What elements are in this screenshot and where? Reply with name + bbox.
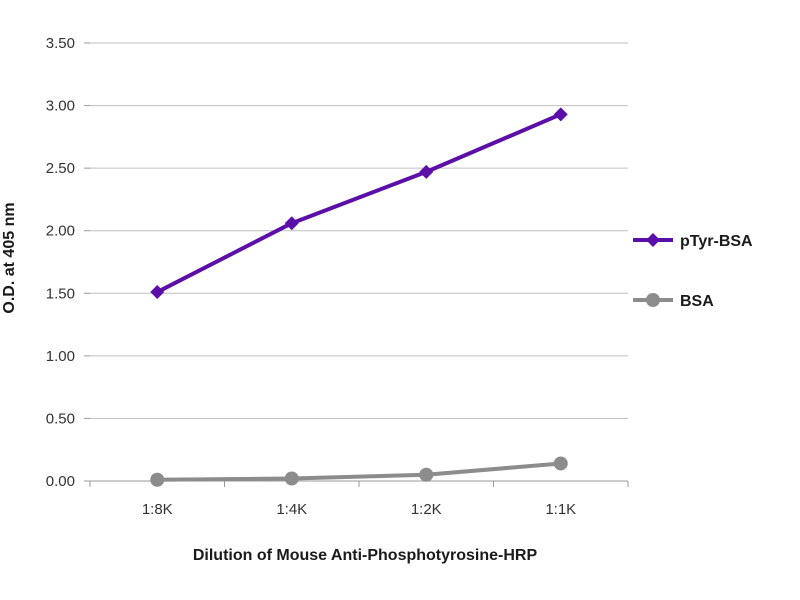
y-tick-label: 3.00 bbox=[46, 98, 75, 115]
gridlines bbox=[84, 42, 628, 482]
x-tick-label: 1:2K bbox=[411, 501, 442, 518]
x-tick-label: 1:1K bbox=[545, 501, 576, 518]
y-tick-label: 1.50 bbox=[46, 285, 75, 302]
y-tick-label: 2.00 bbox=[46, 223, 75, 240]
x-axis: 1:8K 1:4K 1:2K 1:1K bbox=[89, 481, 629, 518]
y-tick-label: 2.50 bbox=[46, 160, 75, 177]
y-tick-label: 0.50 bbox=[46, 410, 75, 427]
legend-marker bbox=[646, 233, 660, 247]
legend-item: BSA bbox=[633, 293, 714, 310]
data-point bbox=[150, 472, 165, 487]
data-point bbox=[553, 107, 568, 122]
data-point bbox=[284, 216, 299, 231]
x-tick-label: 1:8K bbox=[142, 501, 173, 518]
data-point bbox=[150, 285, 165, 300]
series-group bbox=[150, 107, 568, 487]
series-bsa bbox=[150, 456, 568, 487]
legend: pTyr-BSA BSA bbox=[633, 233, 753, 310]
legend-marker bbox=[646, 293, 660, 307]
data-point bbox=[284, 471, 299, 486]
x-axis-label: Dilution of Mouse Anti-Phosphotyrosine-H… bbox=[193, 547, 538, 564]
series-line bbox=[157, 461, 561, 482]
legend-item: pTyr-BSA bbox=[633, 233, 753, 250]
x-tick-label: 1:4K bbox=[276, 501, 307, 518]
data-point bbox=[553, 456, 568, 471]
legend-label: pTyr-BSA bbox=[680, 233, 753, 250]
y-tick-label: 3.50 bbox=[46, 35, 75, 52]
series-ptyr-bsa bbox=[150, 107, 568, 300]
legend-label: BSA bbox=[680, 293, 714, 310]
y-axis-ticks: 0.00 0.50 1.00 1.50 2.00 2.50 3.00 3.50 bbox=[46, 35, 75, 490]
y-tick-label: 0.00 bbox=[46, 473, 75, 490]
y-axis-label: O.D. at 405 nm bbox=[1, 202, 18, 313]
series-line bbox=[156, 112, 562, 294]
y-tick-label: 1.00 bbox=[46, 348, 75, 365]
data-point bbox=[419, 164, 434, 179]
data-point bbox=[419, 467, 434, 482]
